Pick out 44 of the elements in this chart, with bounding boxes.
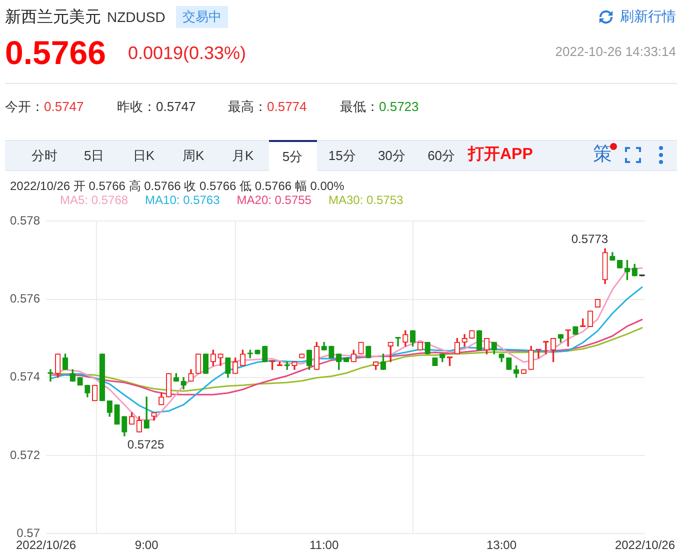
text: 2022/10/26 开 0.5766 高 0.5766 收 0.5766 低 0.5766 幅 0.00% (10, 178, 344, 195)
x-tick-label: 11:00 (309, 538, 339, 552)
text: 0.0019(0.33%) (128, 42, 246, 64)
candlestick (48, 369, 54, 382)
x-tick-label: 9:00 (134, 538, 159, 552)
text: 打开APP (468, 144, 533, 165)
text: 今开： (5, 99, 44, 114)
text: 2022-10-26 14:33:14 (555, 44, 676, 59)
text: 5日 (82, 146, 106, 164)
text: 0.5723 (379, 99, 419, 114)
text: MA30: 0.5753 (328, 193, 404, 208)
text: 0.5766 (5, 34, 106, 72)
candlestick (565, 329, 571, 346)
text: 0.5747 (44, 99, 84, 114)
y-tick-label: 0.576 (10, 292, 40, 306)
text: 30分 (376, 146, 406, 164)
chart-subtitle: NZDUSD (107, 9, 166, 25)
chart-title: 新西兰元美元 (5, 8, 101, 28)
text: 最低： (340, 99, 379, 114)
text: 昨收： (117, 99, 156, 114)
x-tick-label: 2022/10/26 (16, 538, 76, 552)
text: 60分 (426, 146, 456, 164)
x-tick-label: 13:00 (486, 538, 517, 552)
text: 日K (132, 146, 156, 164)
y-tick-label: 0.57 (16, 526, 40, 540)
candlestick (536, 348, 542, 358)
text: 分时 (30, 146, 58, 164)
text: 0.5774 (267, 99, 307, 114)
text: 策 (593, 143, 612, 167)
text: 月K (231, 146, 255, 164)
y-tick-label: 0.574 (10, 370, 40, 384)
text: MA10: 0.5763 (145, 193, 220, 208)
y-tick-label: 0.572 (10, 448, 40, 462)
annotation: 0.5725 (127, 437, 164, 452)
text: 周K (181, 146, 206, 164)
text: 0.5747 (156, 99, 196, 114)
text: 最高： (228, 99, 267, 114)
x-tick-label: 2022/10/26 (614, 538, 676, 552)
y-tick-label: 0.578 (10, 214, 40, 228)
text: MA20: 0.5755 (236, 193, 312, 208)
text: 刷新行情 (620, 8, 676, 26)
annotation: 0.5773 (571, 232, 608, 246)
text: 15分 (327, 146, 357, 164)
text: MA5: 0.5768 (60, 193, 128, 208)
